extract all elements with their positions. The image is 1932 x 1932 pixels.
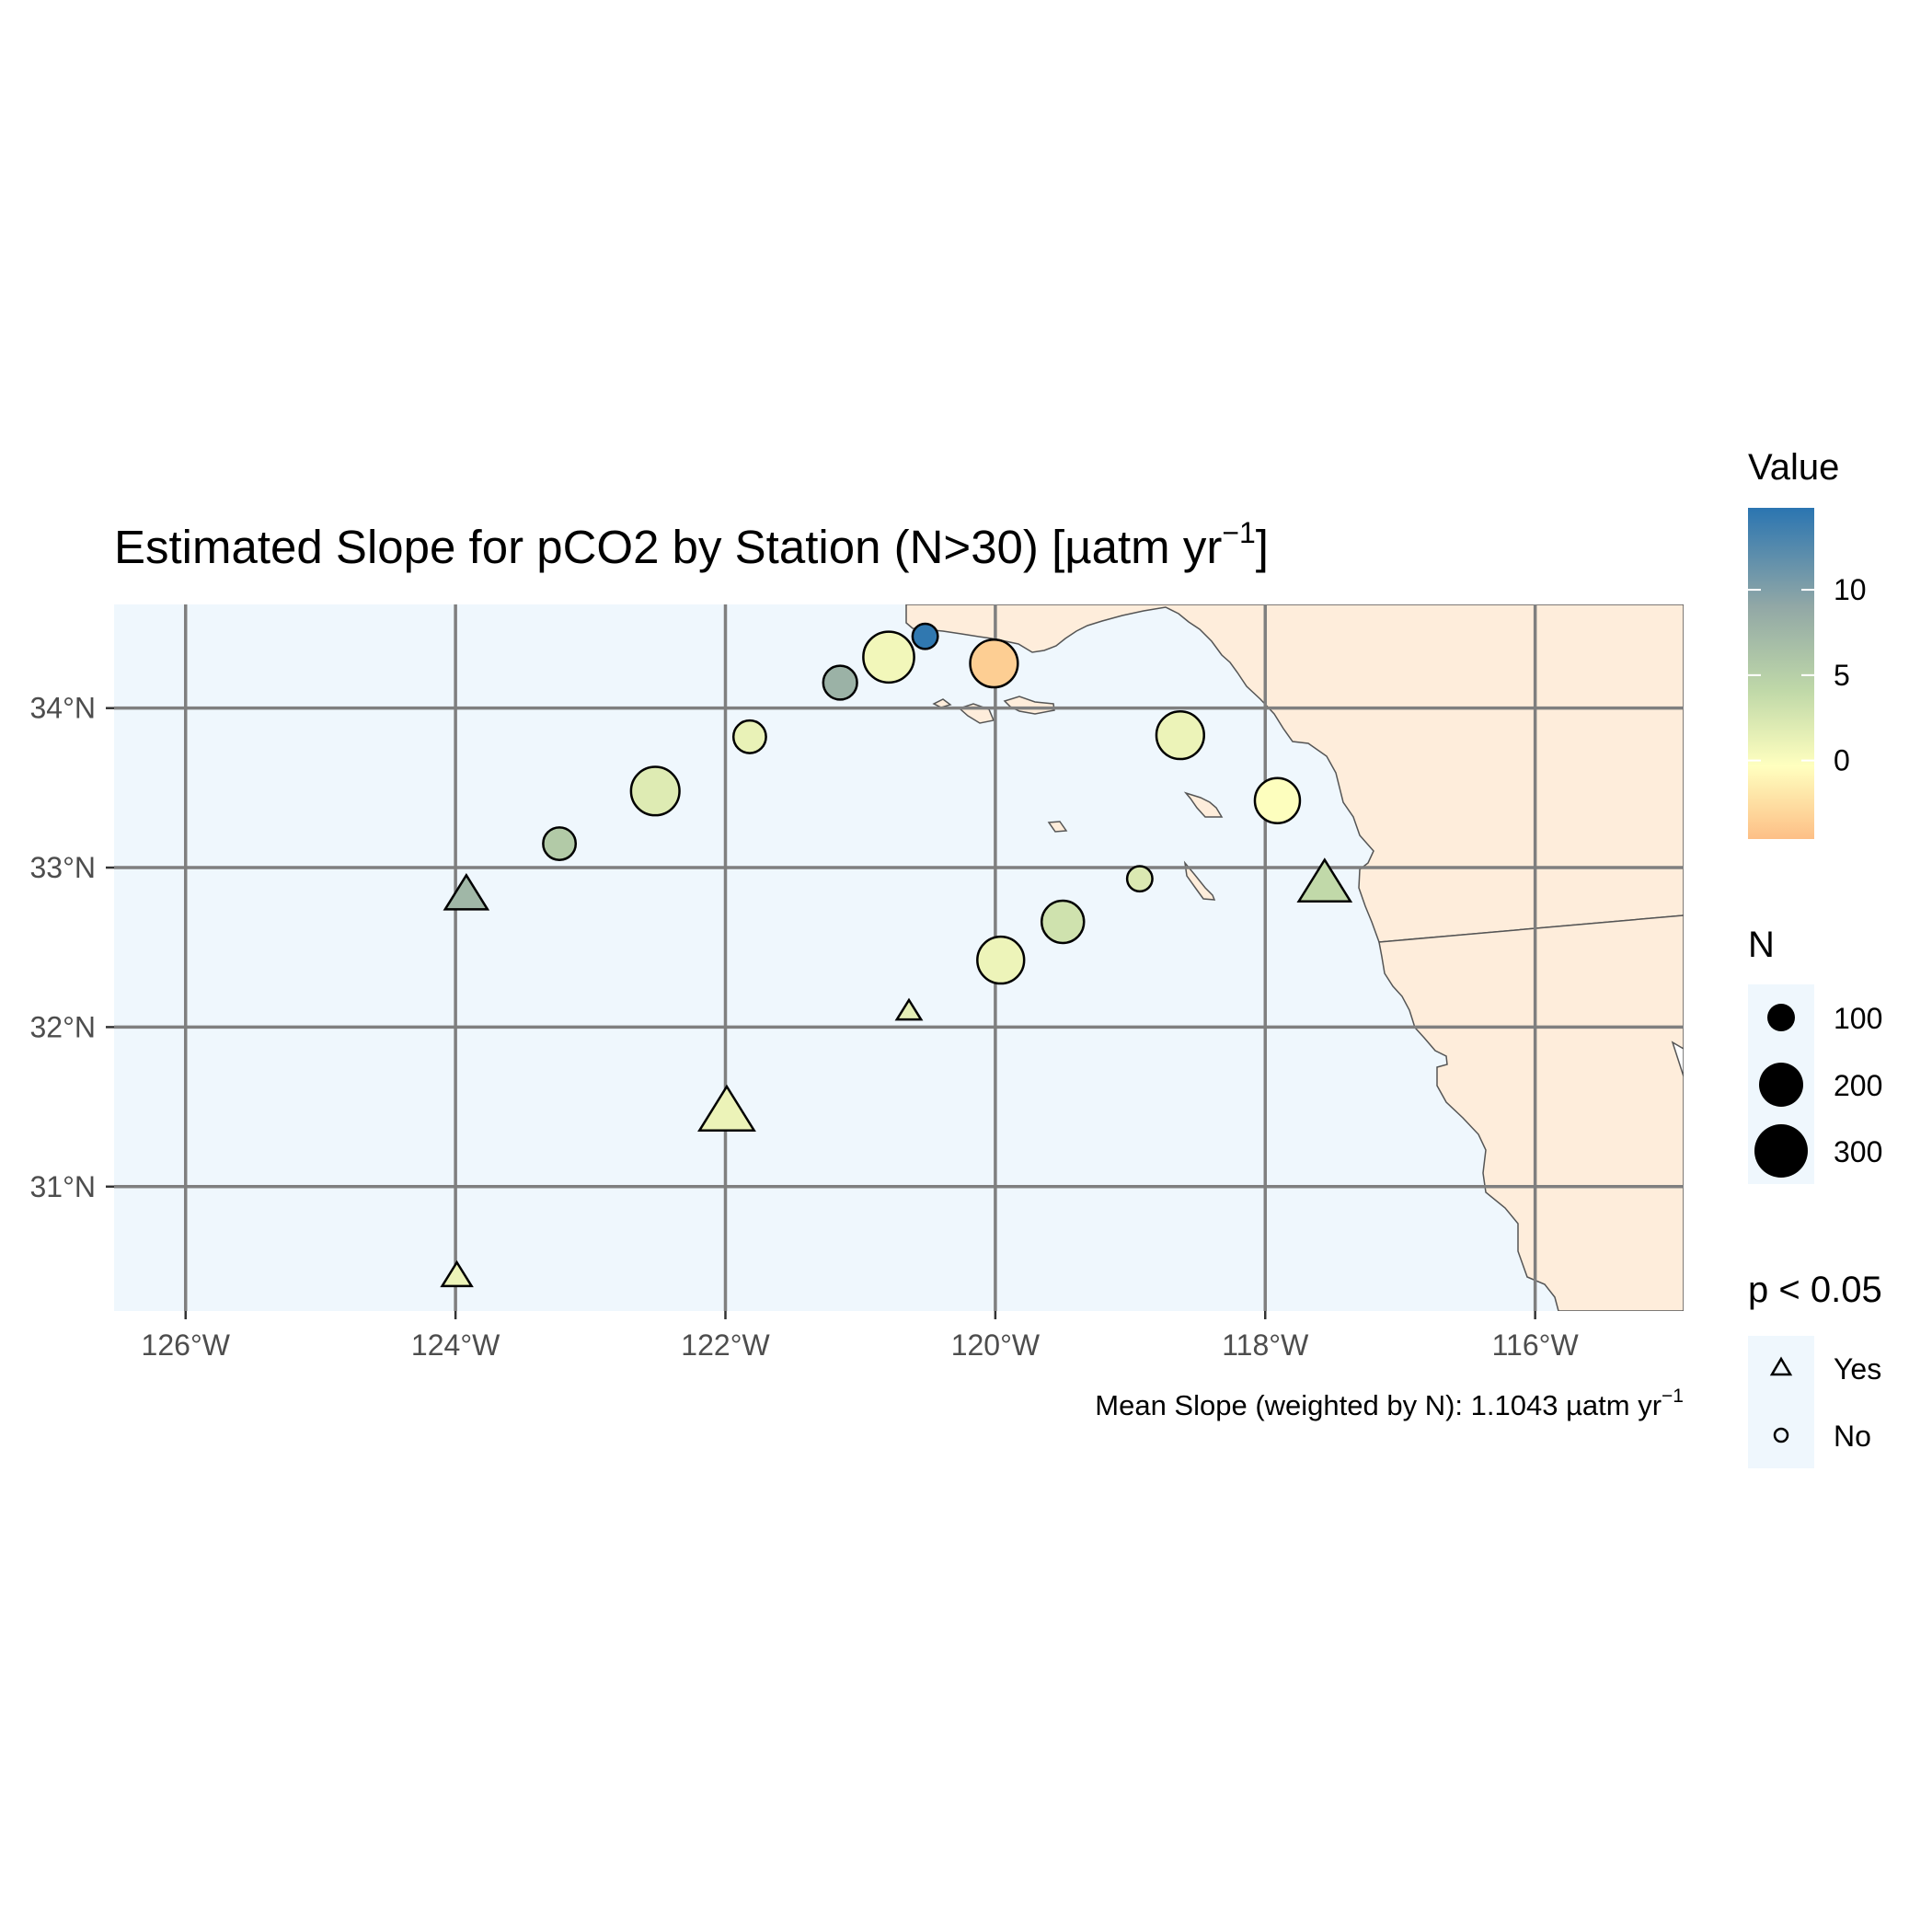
y-tick-label: 31°N [30,1170,97,1203]
y-axis: 34°N 33°N 32°N 31°N [30,692,114,1203]
y-tick-label: 34°N [30,692,97,725]
legend-p-title: p < 0.05 [1748,1270,1882,1310]
baja-east-land [1671,1041,1684,1077]
station-marker-triangle-13 [1296,857,1353,903]
station-marker-circle-7 [1155,710,1205,761]
station-marker-circle-2 [862,630,915,684]
chart-title: Estimated Slope for pCO2 by Station (N>3… [114,516,1269,573]
graticule [114,604,1684,1311]
y-tick-label: 33°N [30,851,97,884]
colorbar-tick-label: 0 [1834,744,1850,777]
station-marker-circle-1 [822,664,858,701]
legend-n-label-200: 200 [1834,1069,1882,1102]
channel-island-santa-barbara [1047,821,1068,833]
legend-n: N 100 200 300 [1748,925,1882,1184]
legend-value: Value 10 5 0 [1748,447,1867,839]
station-marker-circle-6 [542,826,578,862]
legend-n-title: N [1748,925,1775,965]
x-axis: 126°W 124°W 122°W 120°W 118°W 116°W [142,1311,1580,1362]
legend-n-key-200 [1759,1063,1803,1107]
legend-p-no-circle-icon [1773,1427,1789,1443]
legend-p-label-yes: Yes [1834,1352,1881,1386]
x-tick-label: 122°W [681,1328,770,1362]
legend-n-key-100 [1767,1004,1795,1031]
x-tick-label: 116°W [1492,1328,1580,1362]
legend-value-ticks: 10 5 0 [1748,573,1867,777]
station-marker-triangle-16 [440,1259,474,1288]
legend-p: p < 0.05 Yes No [1748,1270,1882,1468]
x-tick-label: 118°W [1222,1328,1309,1362]
station-marker-circle-3 [969,638,1019,689]
channel-island-san-miguel [932,698,952,708]
x-tick-label: 126°W [142,1328,231,1362]
legend-value-title: Value [1748,447,1839,488]
x-tick-label: 120°W [951,1328,1041,1362]
station-marker-circle-4 [731,719,767,754]
colorbar-tick-label: 10 [1834,573,1867,606]
station-marker-circle-10 [1040,899,1086,945]
station-marker-triangle-12 [443,872,490,911]
colorbar-tick-label: 5 [1834,659,1850,692]
map-panel [114,604,1684,1311]
legend-n-label-100: 100 [1834,1002,1882,1035]
station-marker-circle-5 [629,765,681,817]
legend-p-yes-triangle-icon [1769,1356,1793,1376]
channel-island-santa-catalina [1183,791,1224,818]
legend-n-key-300 [1754,1124,1808,1178]
station-marker-circle-9 [1125,865,1154,893]
station-marker-triangle-15 [894,997,924,1021]
station-marker-triangle-14 [697,1084,756,1133]
legend-p-label-no: No [1834,1420,1871,1453]
caption: Mean Slope (weighted by N): 1.1043 µatm … [1095,1386,1684,1421]
legend-value-colorbar [1748,508,1814,839]
station-points [440,622,1353,1288]
legend-p-background [1748,1336,1814,1468]
station-marker-circle-11 [976,935,1026,985]
channel-island-san-clemente [1183,860,1216,901]
station-marker-circle-0 [911,622,939,650]
y-tick-label: 32°N [30,1010,97,1043]
station-marker-circle-8 [1253,776,1302,824]
x-tick-label: 124°W [411,1328,500,1362]
baja-california-land [1378,914,1684,1311]
legend-n-label-300: 300 [1834,1135,1882,1168]
